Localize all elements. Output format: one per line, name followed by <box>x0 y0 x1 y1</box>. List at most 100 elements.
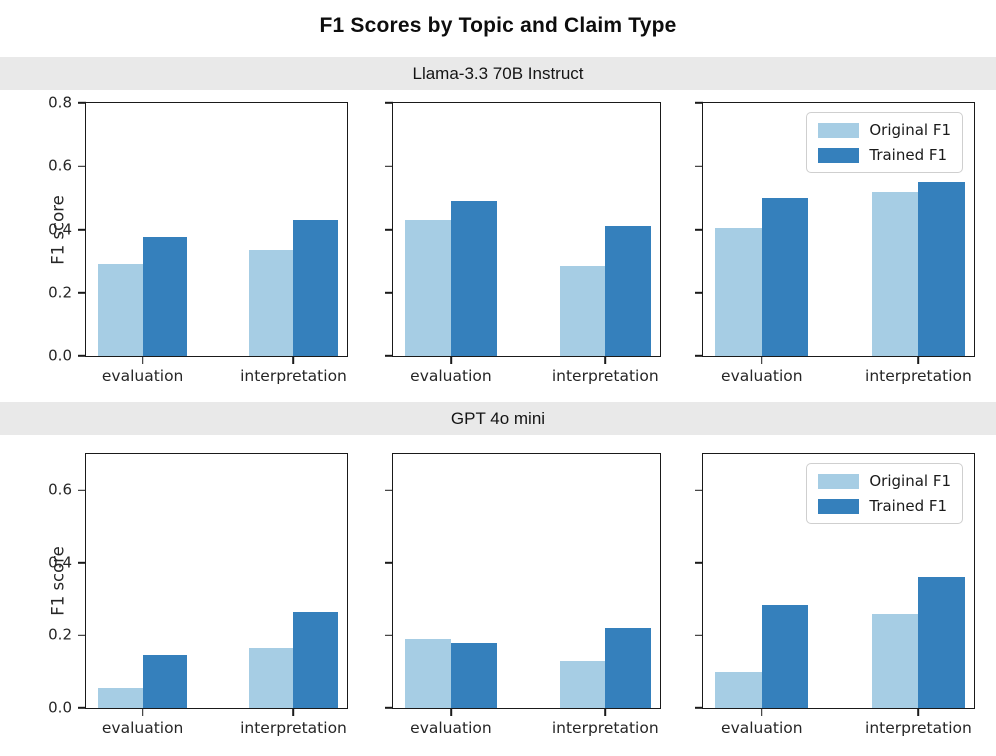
y-tick-mark <box>385 102 393 104</box>
x-tick-label-evaluation: evaluation <box>721 367 803 385</box>
x-tick-mark <box>450 356 452 364</box>
y-tick-mark <box>695 102 703 104</box>
row-header-gpt: GPT 4o mini <box>0 402 996 435</box>
bar-trained-evaluation <box>761 197 809 356</box>
x-tick-label-evaluation: evaluation <box>101 719 184 737</box>
y-tick-label: 0.8 <box>48 93 72 112</box>
row-header-llama: Llama-3.3 70B Instruct <box>0 57 996 90</box>
bar-original-evaluation <box>98 688 143 708</box>
bar-trained-interpretation <box>605 226 651 356</box>
y-tick-mark <box>695 228 703 231</box>
subplot-gpt-1: 0.0 0.2 0.4 0.6 F1 score evaluation interpreta… <box>48 453 348 737</box>
x-tick-label-interpretation: interpretation <box>240 367 347 385</box>
subplot-gpt-3: evaluation interpretation Original F1 Train… <box>695 453 975 737</box>
bar-trained-interpretation <box>918 577 965 708</box>
y-tick-label: 0.6 <box>48 156 72 175</box>
bar-trained-evaluation <box>142 237 188 356</box>
y-tick-mark <box>385 562 393 564</box>
y-tick-mark <box>695 165 703 168</box>
bar-original-interpretation <box>559 660 606 708</box>
x-tick-mark <box>761 356 763 364</box>
x-tick-label-interpretation: interpretation <box>551 367 659 385</box>
axes-gpt-2: evaluation interpretation <box>385 453 661 737</box>
axes-llama-1: 0.0 0.2 0.4 0.6 0.8 F1 score evaluation interpr… <box>48 95 348 385</box>
x-tick-label-interpretation: interpretation <box>865 719 972 737</box>
bar-trained-evaluation <box>450 642 497 708</box>
y-tick-mark <box>78 102 86 104</box>
legend-label: Trained F1 <box>869 146 948 164</box>
y-tick-label: 0.4 <box>48 220 72 238</box>
chart-row-gpt: 0.0 0.2 0.4 0.6 F1 score evaluation interpreta… <box>0 435 996 751</box>
bar-original-interpretation <box>872 613 919 708</box>
subplot-llama-1: 0.0 0.2 0.4 0.6 0.8 F1 score evaluation interpr… <box>48 95 348 385</box>
trained-swatch <box>818 498 860 514</box>
bar-original-evaluation <box>405 639 451 708</box>
y-tick-mark <box>385 707 393 709</box>
bar-trained-interpretation <box>605 628 651 708</box>
bar-trained-interpretation <box>293 220 339 356</box>
y-tick-mark <box>695 355 703 357</box>
y-tick-mark <box>385 489 393 492</box>
bar-original-interpretation <box>872 191 919 356</box>
bar-trained-interpretation <box>918 182 965 356</box>
bar-original-evaluation <box>715 227 762 356</box>
y-tick-mark <box>385 634 393 637</box>
original-swatch <box>818 122 860 138</box>
y-tick-mark <box>78 489 86 492</box>
y-tick-mark <box>78 707 86 709</box>
y-axis-label: F1 score <box>48 194 68 265</box>
y-tick-mark <box>385 165 393 168</box>
y-tick-mark <box>695 489 703 492</box>
bar-trained-evaluation <box>450 201 497 356</box>
x-tick-mark <box>917 708 920 716</box>
legend-label: Trained F1 <box>869 497 948 515</box>
y-tick-mark <box>78 562 86 564</box>
axes-gpt-1: 0.0 0.2 0.4 0.6 F1 score evaluation interpreta… <box>48 453 348 737</box>
y-axis-label: F1 score <box>48 546 68 616</box>
x-tick-label-interpretation: interpretation <box>551 719 659 737</box>
bar-original-evaluation <box>715 671 762 708</box>
original-swatch <box>818 473 860 489</box>
bar-original-interpretation <box>559 265 606 356</box>
legend: Original F1 Trained F1 <box>806 112 963 173</box>
bar-trained-evaluation <box>761 604 809 708</box>
x-tick-mark <box>604 356 607 364</box>
y-tick-mark <box>385 291 393 294</box>
x-tick-label-evaluation: evaluation <box>410 367 492 385</box>
subplot-gpt-2: evaluation interpretation <box>385 453 661 737</box>
y-tick-mark <box>78 228 86 231</box>
legend: Original F1 Trained F1 <box>806 463 963 524</box>
x-tick-mark <box>292 708 295 716</box>
y-tick-mark <box>695 562 703 564</box>
bar-original-interpretation <box>248 648 294 708</box>
legend-label: Original F1 <box>869 121 951 139</box>
axes-llama-3: evaluation interpretation Original F1 Train… <box>695 102 975 385</box>
subplot-llama-2: evaluation interpretation <box>385 102 661 385</box>
y-tick-mark <box>78 634 86 637</box>
chart-row-llama: 0.0 0.2 0.4 0.6 0.8 F1 score evaluation interpr… <box>0 90 996 402</box>
bar-original-evaluation <box>405 220 451 356</box>
y-tick-mark <box>385 355 393 357</box>
x-tick-mark <box>761 708 763 716</box>
y-tick-mark <box>695 707 703 709</box>
x-tick-mark <box>141 708 144 716</box>
y-tick-mark <box>385 228 393 231</box>
row-gpt: GPT 4o mini 0.0 0.2 0.4 0.6 F1 score evaluati… <box>0 402 996 751</box>
y-tick-label: 0.0 <box>48 346 72 365</box>
bar-trained-evaluation <box>142 655 188 708</box>
x-tick-label-interpretation: interpretation <box>240 719 347 737</box>
y-tick-label: 0.2 <box>48 283 72 302</box>
row-llama: Llama-3.3 70B Instruct 0.0 0.2 0.4 0.6 0.8 F1… <box>0 57 996 402</box>
legend-label: Original F1 <box>869 472 951 490</box>
y-tick-mark <box>78 165 86 168</box>
x-tick-label-interpretation: interpretation <box>865 367 972 385</box>
x-tick-mark <box>604 708 607 716</box>
y-tick-mark <box>695 291 703 294</box>
subplot-llama-3: evaluation interpretation Original F1 Train… <box>695 102 975 385</box>
y-tick-mark <box>78 291 86 294</box>
y-tick-label: 0.6 <box>48 480 72 499</box>
legend-item: Trained F1 <box>818 146 951 164</box>
axes-gpt-3: evaluation interpretation Original F1 Train… <box>695 453 975 737</box>
y-tick-mark <box>78 355 86 357</box>
